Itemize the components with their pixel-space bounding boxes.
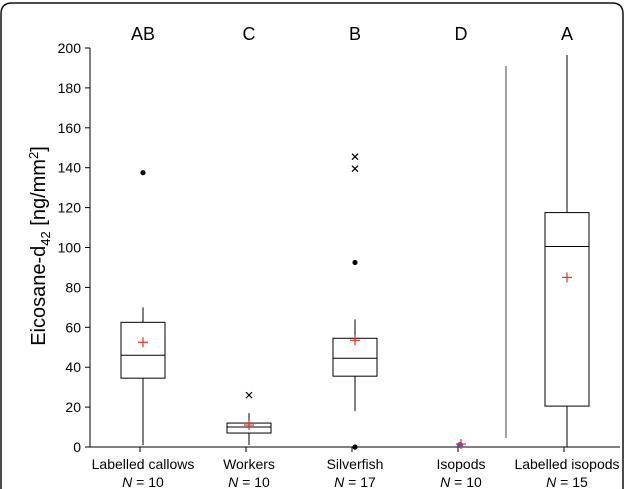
y-axis-label-base: Eicosane-d bbox=[28, 246, 50, 346]
outlier-cross bbox=[351, 153, 359, 161]
sample-size-label: N = 10 bbox=[440, 474, 482, 489]
sample-size-label: N = 10 bbox=[122, 474, 164, 489]
y-tick-label: 40 bbox=[65, 359, 81, 375]
x-category-label: Labelled isopods bbox=[514, 456, 619, 472]
box-group: C Workers N = 10 bbox=[223, 24, 275, 489]
x-category-label: Silverfish bbox=[327, 456, 384, 472]
y-tick-label: 180 bbox=[58, 80, 82, 96]
y-tick-label: 60 bbox=[65, 319, 81, 335]
y-tick-label: 0 bbox=[73, 439, 81, 455]
box-median-point bbox=[457, 442, 463, 449]
significance-letter: C bbox=[243, 24, 256, 44]
significance-letter: D bbox=[455, 24, 468, 44]
y-axis-label-superscript: 2 bbox=[26, 152, 41, 159]
significance-letter: AB bbox=[131, 24, 155, 44]
box-group: AB Labelled callows N = 10 bbox=[92, 24, 195, 489]
outlier-cross bbox=[245, 391, 253, 399]
box-group: B Silverfish N = 17 bbox=[327, 24, 384, 489]
y-tick-label: 200 bbox=[58, 40, 82, 56]
outlier-point bbox=[352, 444, 358, 450]
x-category-label: Isopods bbox=[436, 456, 485, 472]
sample-size-label: N = 15 bbox=[546, 474, 588, 489]
box-iqr bbox=[120, 321, 166, 379]
box-group: A Labelled isopods N = 15 bbox=[514, 24, 619, 489]
box-iqr bbox=[544, 212, 590, 407]
x-category-label: Workers bbox=[223, 456, 275, 472]
y-tick-label: 80 bbox=[65, 279, 81, 295]
significance-letter: A bbox=[561, 24, 573, 44]
y-tick-label: 120 bbox=[58, 200, 82, 216]
y-axis-label-close: ] bbox=[28, 146, 50, 152]
y-tick-label: 140 bbox=[58, 160, 82, 176]
y-tick-label: 160 bbox=[58, 120, 82, 136]
outlier-cross bbox=[351, 165, 359, 173]
outlier-point bbox=[140, 170, 146, 176]
y-axis-label-unit: [ng/mm bbox=[28, 159, 50, 231]
svg-text:Eicosane-d42 [ng/mm2]: Eicosane-d42 [ng/mm2] bbox=[26, 146, 53, 346]
y-tick-label: 20 bbox=[65, 399, 81, 415]
sample-size-label: N = 17 bbox=[334, 474, 376, 489]
y-axis-label-subscript: 42 bbox=[38, 231, 53, 245]
y-axis-ticks: 0 20 40 60 80 100 120 140 160 180 200 bbox=[58, 40, 90, 455]
y-tick-label: 100 bbox=[58, 240, 82, 256]
x-category-label: Labelled callows bbox=[92, 456, 195, 472]
significance-letter: B bbox=[349, 24, 361, 44]
box-groups: AB Labelled callows N = 10 C Workers N = 10 B S… bbox=[92, 24, 620, 489]
box-group: D Isopods N = 10 bbox=[436, 24, 485, 489]
outlier-point bbox=[352, 259, 358, 266]
y-axis-label: Eicosane-d42 [ng/mm2] bbox=[26, 146, 53, 346]
sample-size-label: N = 10 bbox=[228, 474, 270, 489]
